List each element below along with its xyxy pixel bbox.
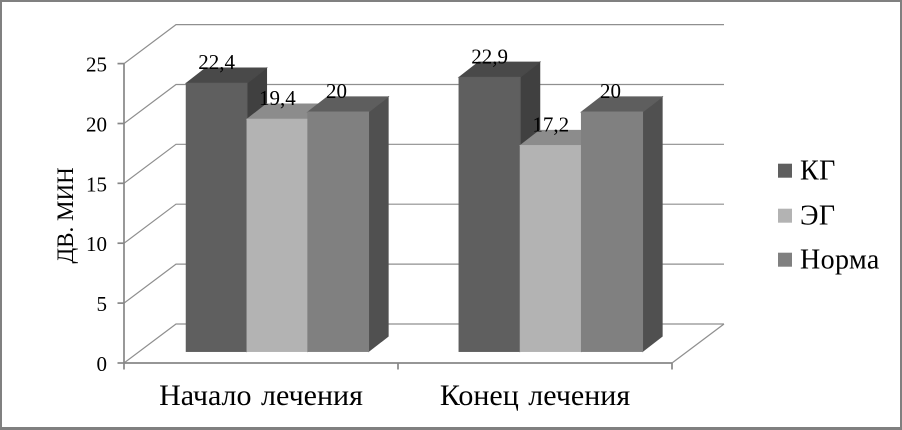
- svg-text:Начало лечения: Начало лечения: [159, 379, 363, 412]
- svg-text:19,4: 19,4: [259, 86, 296, 110]
- svg-text:15: 15: [86, 172, 107, 196]
- svg-text:ЭГ: ЭГ: [800, 200, 835, 231]
- svg-text:0: 0: [97, 352, 108, 376]
- svg-text:КГ: КГ: [800, 155, 836, 186]
- svg-text:Конец лечения: Конец лечения: [440, 379, 630, 412]
- svg-text:22,9: 22,9: [471, 44, 508, 68]
- svg-text:Норма: Норма: [800, 244, 880, 275]
- svg-text:10: 10: [86, 232, 107, 256]
- svg-text:17,2: 17,2: [532, 113, 569, 137]
- svg-text:20: 20: [600, 79, 621, 103]
- svg-text:22,4: 22,4: [198, 50, 235, 74]
- svg-text:ДВ. МИН: ДВ. МИН: [53, 167, 78, 263]
- svg-text:25: 25: [86, 53, 107, 77]
- svg-text:5: 5: [97, 292, 108, 316]
- svg-text:20: 20: [326, 79, 347, 103]
- svg-text:20: 20: [86, 113, 107, 137]
